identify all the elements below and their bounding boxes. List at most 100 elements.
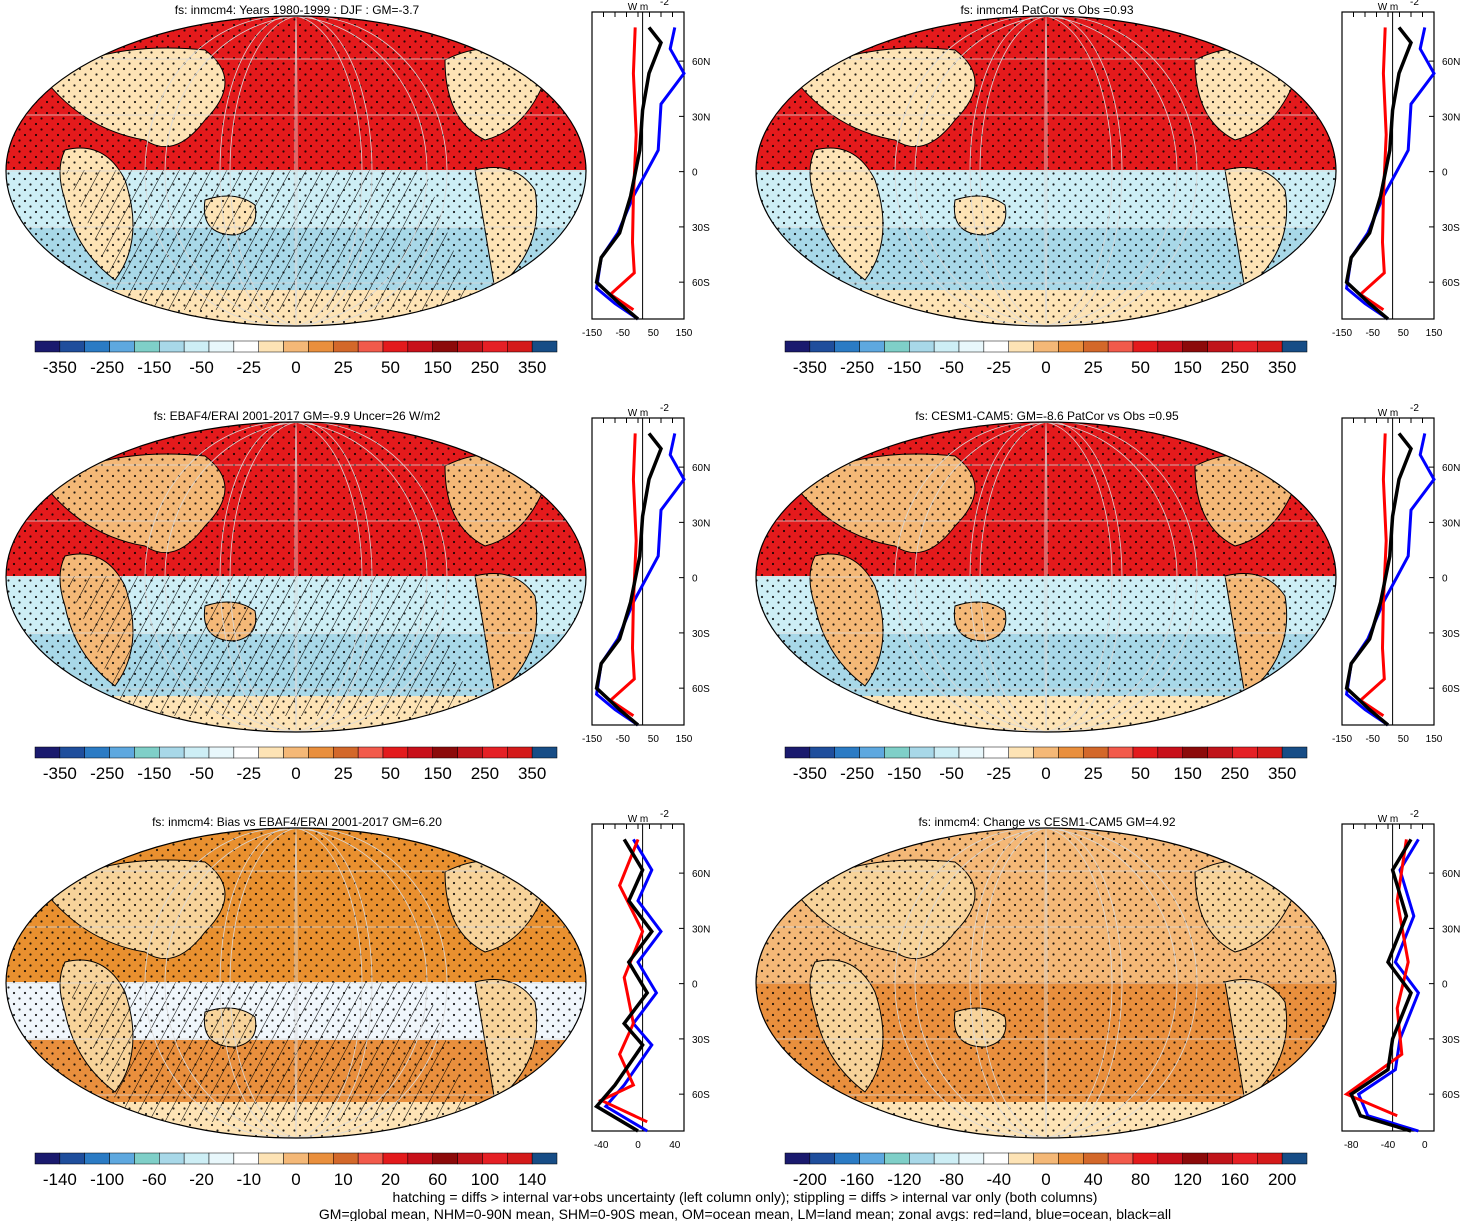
colorbar-label: -150	[887, 358, 921, 377]
lat-label: 60N	[692, 869, 710, 880]
world-map	[6, 422, 586, 732]
colorbar-swatch	[109, 746, 135, 759]
colorbar-label: 150	[1173, 358, 1201, 377]
zonal-unit: W m	[628, 2, 649, 13]
panel-title: fs: inmcm4: Change vs CESM1-CAM5 GM=4.92	[918, 815, 1175, 829]
panel-6: fs: inmcm4: Change vs CESM1-CAM5 GM=4.92…	[755, 809, 1460, 1189]
colorbar-swatch	[333, 340, 359, 353]
zonal-tick-label: 40	[669, 1140, 681, 1151]
meridian-line	[294, 828, 298, 1138]
zonal-unit-exponent: -2	[1410, 0, 1419, 8]
colorbar-swatch	[59, 1152, 85, 1165]
zonal-tick-label: -40	[594, 1140, 609, 1151]
colorbar-swatch	[59, 340, 85, 353]
colorbar-label: -350	[793, 764, 827, 783]
colorbar-label: -50	[189, 764, 214, 783]
footer-line-1: hatching = diffs > internal var+obs unce…	[393, 1189, 1098, 1205]
colorbar-swatch	[507, 1152, 533, 1165]
meridian-line	[914, 16, 1198, 326]
lat-label: 30N	[1442, 518, 1460, 529]
colorbar-swatch	[333, 1152, 359, 1165]
colorbar-label: 150	[423, 764, 451, 783]
meridian-line	[969, 828, 1113, 1138]
zonal-unit-exponent: -2	[660, 0, 669, 8]
colorbar-swatch	[809, 746, 835, 759]
colorbar-swatch	[1058, 746, 1084, 759]
world-map	[756, 828, 1336, 1138]
colorbar-label: -120	[887, 1170, 921, 1189]
lat-label: 0	[692, 574, 698, 585]
colorbar-label: 20	[381, 1170, 400, 1189]
colorbar-swatch	[859, 1152, 885, 1165]
colorbar-swatch	[958, 1152, 985, 1165]
colorbar-swatch	[1182, 340, 1208, 353]
lat-label: 30S	[1442, 1035, 1460, 1046]
lat-label: 60N	[692, 57, 710, 68]
lat-label: 60N	[1442, 869, 1460, 880]
colorbar-swatch	[308, 1152, 334, 1165]
colorbar-swatch	[407, 746, 433, 759]
colorbar-swatch	[531, 746, 558, 759]
colorbar-swatch	[859, 746, 885, 759]
lat-label: 30S	[692, 223, 710, 234]
colorbar-swatch	[933, 746, 960, 759]
colorbar-swatch	[983, 746, 1009, 759]
colorbar-swatch	[1033, 340, 1059, 353]
colorbar-swatch	[357, 746, 384, 759]
colorbar-swatch	[382, 340, 409, 353]
colorbar-label: -25	[986, 358, 1011, 377]
colorbar-label: 10	[334, 1170, 353, 1189]
colorbar-swatch	[183, 1152, 210, 1165]
colorbar-label: -250	[840, 764, 874, 783]
land-zonal-line	[1357, 27, 1388, 312]
colorbar-swatch	[1033, 1152, 1059, 1165]
colorbar-swatch	[933, 1152, 960, 1165]
zonal-tick-label: -80	[1344, 1140, 1359, 1151]
hatching	[65, 982, 475, 1122]
zonal-mean-plot: W m -2 60N 30N 0 30S 60S -150 -50 50 150	[582, 0, 710, 339]
meridian-line	[1044, 16, 1048, 326]
colorbar-label: 25	[1084, 358, 1103, 377]
colorbar-swatch	[1058, 1152, 1084, 1165]
colorbar-label: -250	[90, 358, 124, 377]
colorbar-label: 25	[1084, 764, 1103, 783]
meridian-line	[229, 16, 373, 326]
colorbar-label: 0	[1041, 358, 1050, 377]
hatching	[65, 576, 475, 716]
colorbar-swatch	[859, 340, 885, 353]
colorbar-swatch	[457, 746, 483, 759]
zonal-tick-label: -50	[615, 734, 630, 745]
stippling	[756, 828, 1336, 1138]
world-map	[6, 16, 586, 326]
colorbar-swatch	[784, 340, 811, 353]
zonal-unit-exponent: -2	[1410, 403, 1419, 414]
colorbar-swatch	[357, 340, 384, 353]
lat-label: 30N	[692, 112, 710, 123]
colorbar-swatch	[432, 746, 458, 759]
colorbar-label: 250	[471, 764, 499, 783]
colorbar-swatch	[1083, 746, 1109, 759]
lat-label: 60S	[1442, 278, 1460, 289]
lat-label: 0	[692, 168, 698, 179]
colorbar-swatch	[283, 1152, 309, 1165]
colorbar-swatch	[34, 1152, 61, 1165]
lat-label: 30N	[692, 518, 710, 529]
colorbar-swatch	[258, 340, 284, 353]
colorbar-label: -10	[236, 1170, 261, 1189]
colorbar-swatch	[1132, 1152, 1159, 1165]
colorbar-swatch	[84, 746, 110, 759]
colorbar-swatch	[784, 746, 811, 759]
colorbar-swatch	[1207, 746, 1233, 759]
meridian-line	[144, 422, 428, 732]
meridian-line	[979, 422, 1123, 732]
meridian-line	[164, 422, 448, 732]
colorbar-label: -50	[189, 358, 214, 377]
colorbar-label: -350	[793, 358, 827, 377]
zonal-unit: W m	[1378, 814, 1399, 825]
zonal-unit-exponent: -2	[660, 403, 669, 414]
meridian-line	[894, 828, 1178, 1138]
meridian-line	[219, 422, 363, 732]
map-border	[5, 421, 587, 733]
zonal-tick-label: 0	[1422, 1140, 1428, 1151]
